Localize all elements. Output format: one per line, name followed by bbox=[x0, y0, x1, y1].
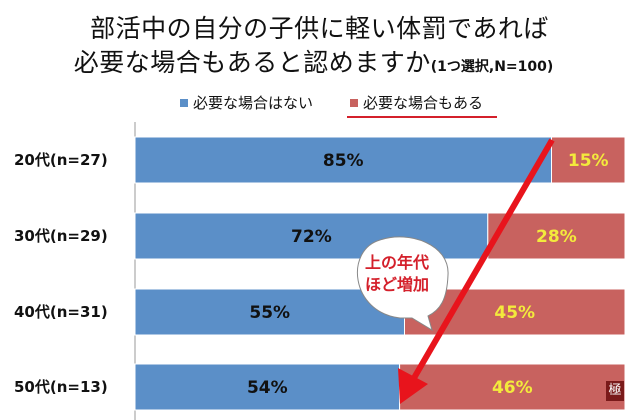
bar-segment bbox=[134, 363, 401, 411]
data-label: 55% bbox=[249, 303, 290, 323]
data-label: 45% bbox=[494, 303, 535, 323]
legend-underline bbox=[347, 116, 497, 118]
legend-swatch-blue bbox=[180, 98, 188, 107]
bar-segment bbox=[134, 288, 405, 336]
legend-item-yes: 必要な場合もある bbox=[350, 92, 483, 113]
legend-label: 必要な場合はない bbox=[193, 94, 314, 112]
chart-title-line1: 部活中の自分の子供に軽い体罰であれば bbox=[90, 14, 549, 43]
legend-item-no: 必要な場合はない bbox=[180, 92, 313, 113]
legend-label: 必要な場合もある bbox=[363, 94, 484, 112]
data-label: 72% bbox=[291, 227, 332, 247]
watermark-stamp: 極 bbox=[606, 381, 624, 401]
chart-title-line2: 必要な場合もあると認めますか(1つ選択,N=100) bbox=[0, 48, 633, 82]
data-label: 28% bbox=[536, 227, 577, 247]
bar-segment bbox=[487, 212, 626, 260]
trend-arrow-shaft bbox=[411, 138, 555, 380]
bar-segment bbox=[399, 363, 626, 411]
data-label: 15% bbox=[568, 151, 609, 171]
annotation-line1: 上の年代 bbox=[364, 253, 429, 272]
data-label: 85% bbox=[323, 151, 364, 171]
category-label: 30代(n=29) bbox=[14, 227, 108, 245]
trend-arrow-head bbox=[398, 368, 428, 404]
speech-bubble bbox=[357, 236, 449, 332]
chart-title-note: (1つ選択,N=100) bbox=[430, 59, 554, 75]
data-label: 54% bbox=[247, 378, 288, 398]
legend-swatch-red bbox=[350, 98, 358, 107]
category-label: 20代(n=27) bbox=[14, 151, 108, 169]
annotation-line2: ほど増加 bbox=[364, 275, 429, 294]
bar-segment bbox=[551, 136, 626, 184]
category-label: 50代(n=13) bbox=[14, 378, 108, 396]
bar-segment bbox=[134, 136, 552, 184]
data-label: 46% bbox=[492, 378, 533, 398]
annotation-text: 上の年代 ほど増加 bbox=[357, 252, 437, 296]
chart-title-main: 必要な場合もあると認めますか bbox=[73, 48, 431, 77]
category-label: 40代(n=31) bbox=[14, 303, 108, 321]
